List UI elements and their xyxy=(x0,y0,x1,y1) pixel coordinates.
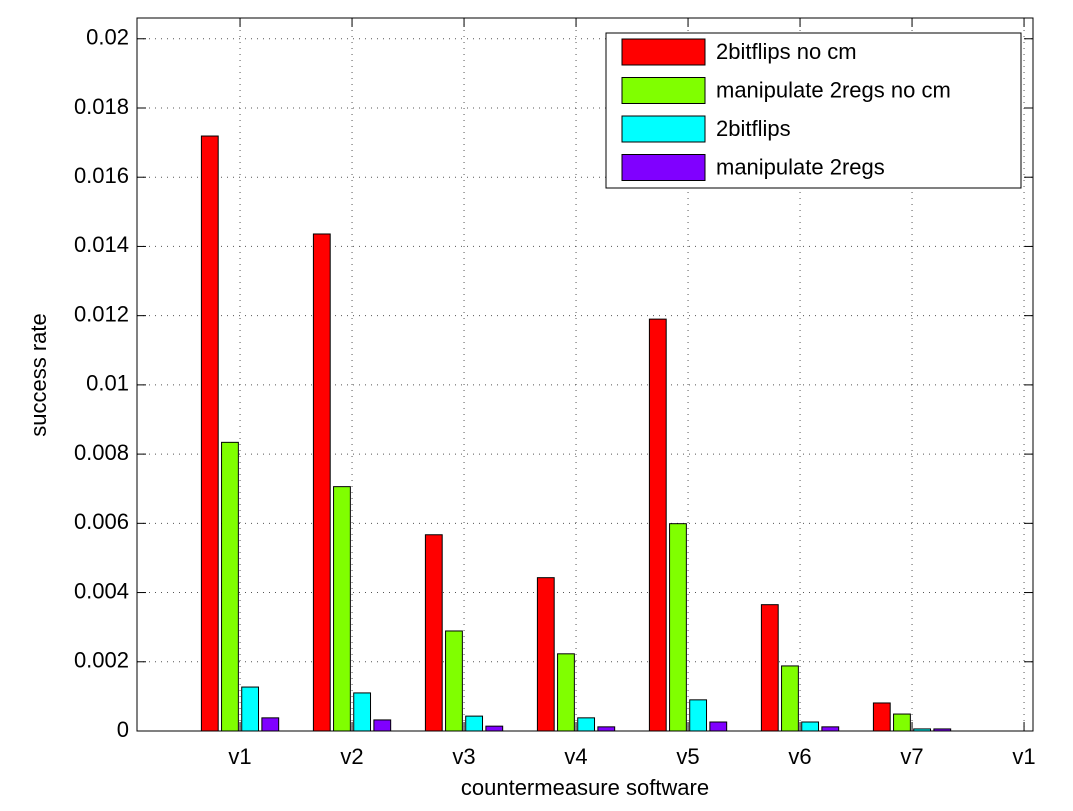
bar xyxy=(485,725,504,732)
y-tick-label: 0.006 xyxy=(74,509,129,534)
y-tick-label: 0.016 xyxy=(74,163,129,188)
x-axis-label: countermeasure software xyxy=(461,775,709,800)
x-tick-label: v7 xyxy=(900,744,923,769)
legend-label: 2bitflips no cm xyxy=(716,39,857,64)
bar xyxy=(648,318,667,732)
bar xyxy=(536,577,555,732)
bar xyxy=(353,692,372,732)
bar xyxy=(221,441,239,732)
x-tick-label: v2 xyxy=(340,744,363,769)
y-tick-label: 0.004 xyxy=(74,578,129,603)
y-tick-label: 0.012 xyxy=(74,301,129,326)
y-tick-label: 0.01 xyxy=(86,371,129,396)
bar xyxy=(760,604,779,732)
bar xyxy=(893,713,911,732)
bar xyxy=(424,534,443,732)
y-tick-label: 0.014 xyxy=(74,232,129,257)
legend-label: manipulate 2regs no cm xyxy=(716,77,951,102)
bar xyxy=(821,726,840,732)
x-tick-label: v6 xyxy=(788,744,811,769)
bar xyxy=(669,523,687,732)
bar xyxy=(445,630,463,732)
y-tick-label: 0.008 xyxy=(74,440,129,465)
legend-swatch xyxy=(621,115,706,143)
legend-label: 2bitflips xyxy=(716,116,791,141)
legend-swatch xyxy=(621,154,706,181)
legend: 2bitflips no cm manipulate 2regs no cm 2bi… xyxy=(605,32,1022,189)
y-axis-label: success rate xyxy=(26,313,51,437)
legend-swatch xyxy=(621,38,706,66)
bar xyxy=(200,135,219,732)
x-tick-label: v1 xyxy=(228,744,251,769)
bar xyxy=(465,715,484,732)
bar xyxy=(781,665,799,732)
bar xyxy=(709,721,728,732)
x-tick-label: v1 xyxy=(1012,744,1035,769)
y-tick-label: 0 xyxy=(117,717,129,742)
bar xyxy=(689,699,708,732)
bar xyxy=(261,717,280,732)
bar xyxy=(557,653,575,732)
bar xyxy=(577,717,596,732)
bar xyxy=(312,233,331,732)
x-tick-label: v3 xyxy=(452,744,475,769)
bar xyxy=(801,721,820,732)
y-tick-label: 0.002 xyxy=(74,648,129,673)
legend-label: manipulate 2regs xyxy=(716,154,885,179)
y-tick-label: 0.02 xyxy=(86,25,129,50)
bar xyxy=(597,726,616,732)
y-tick-label: 0.018 xyxy=(74,94,129,119)
axes-box xyxy=(136,17,1034,732)
bar xyxy=(241,686,260,732)
bar xyxy=(373,719,392,732)
legend-swatch xyxy=(621,77,706,104)
bar xyxy=(333,486,351,732)
x-tick-label: v4 xyxy=(564,744,587,769)
x-tick-label: v5 xyxy=(676,744,699,769)
bar xyxy=(872,702,891,732)
